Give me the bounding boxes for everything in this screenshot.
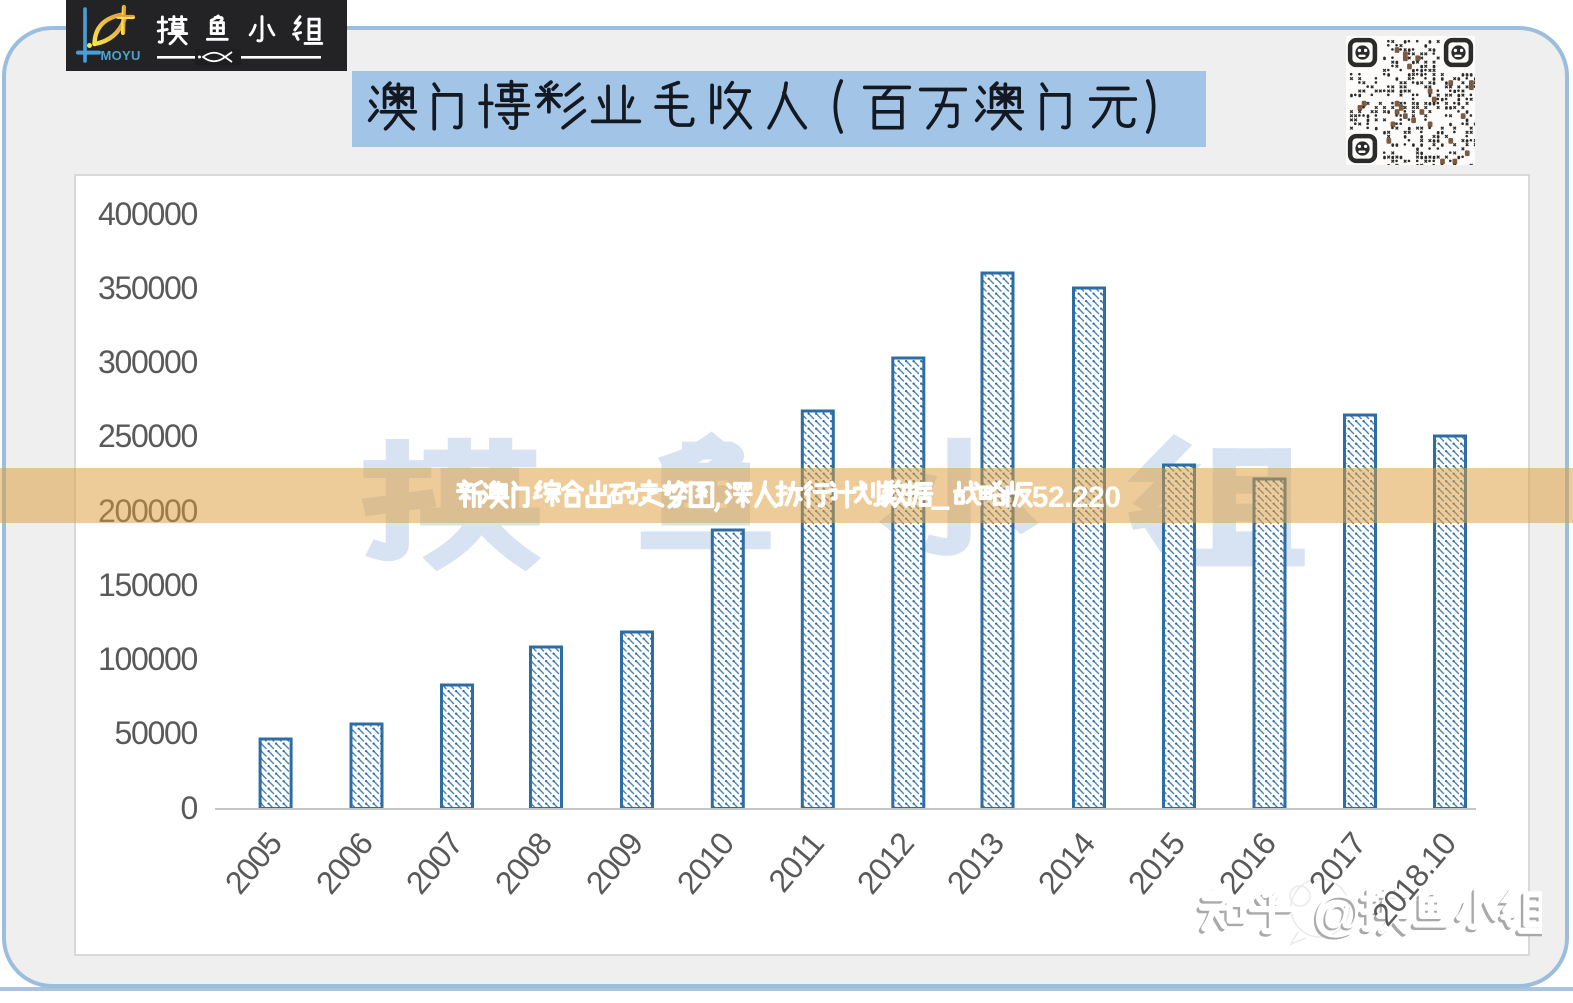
- svg-text:MOYU: MOYU: [101, 48, 141, 63]
- svg-text:52.220: 52.220: [1032, 481, 1121, 514]
- svg-text:@: @: [1310, 888, 1361, 944]
- svg-text:@: @: [1312, 886, 1363, 942]
